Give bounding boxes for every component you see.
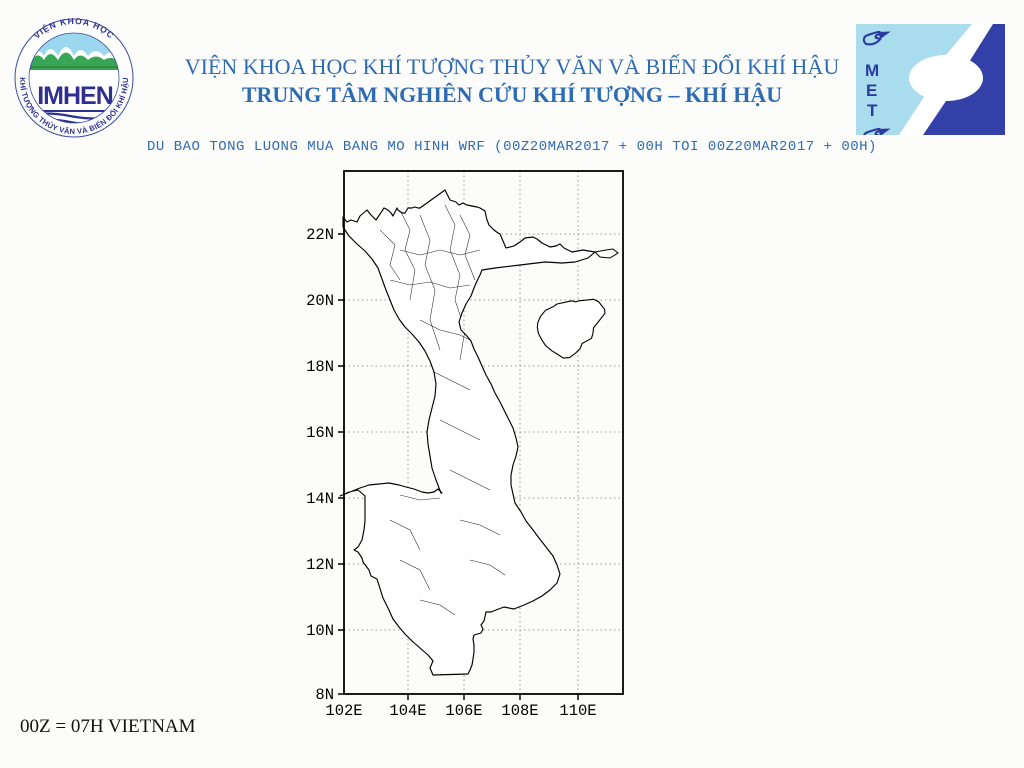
svg-text:22N: 22N: [306, 226, 334, 244]
svg-text:10N: 10N: [306, 622, 334, 640]
svg-text:12N: 12N: [306, 556, 334, 574]
svg-text:18N: 18N: [306, 358, 334, 376]
svg-text:110E: 110E: [559, 702, 596, 720]
svg-text:14N: 14N: [306, 490, 334, 508]
svg-text:102E: 102E: [325, 702, 362, 720]
svg-text:106E: 106E: [445, 702, 482, 720]
svg-text:16N: 16N: [306, 424, 334, 442]
svg-text:108E: 108E: [501, 702, 538, 720]
svg-text:20N: 20N: [306, 292, 334, 310]
svg-text:104E: 104E: [389, 702, 426, 720]
